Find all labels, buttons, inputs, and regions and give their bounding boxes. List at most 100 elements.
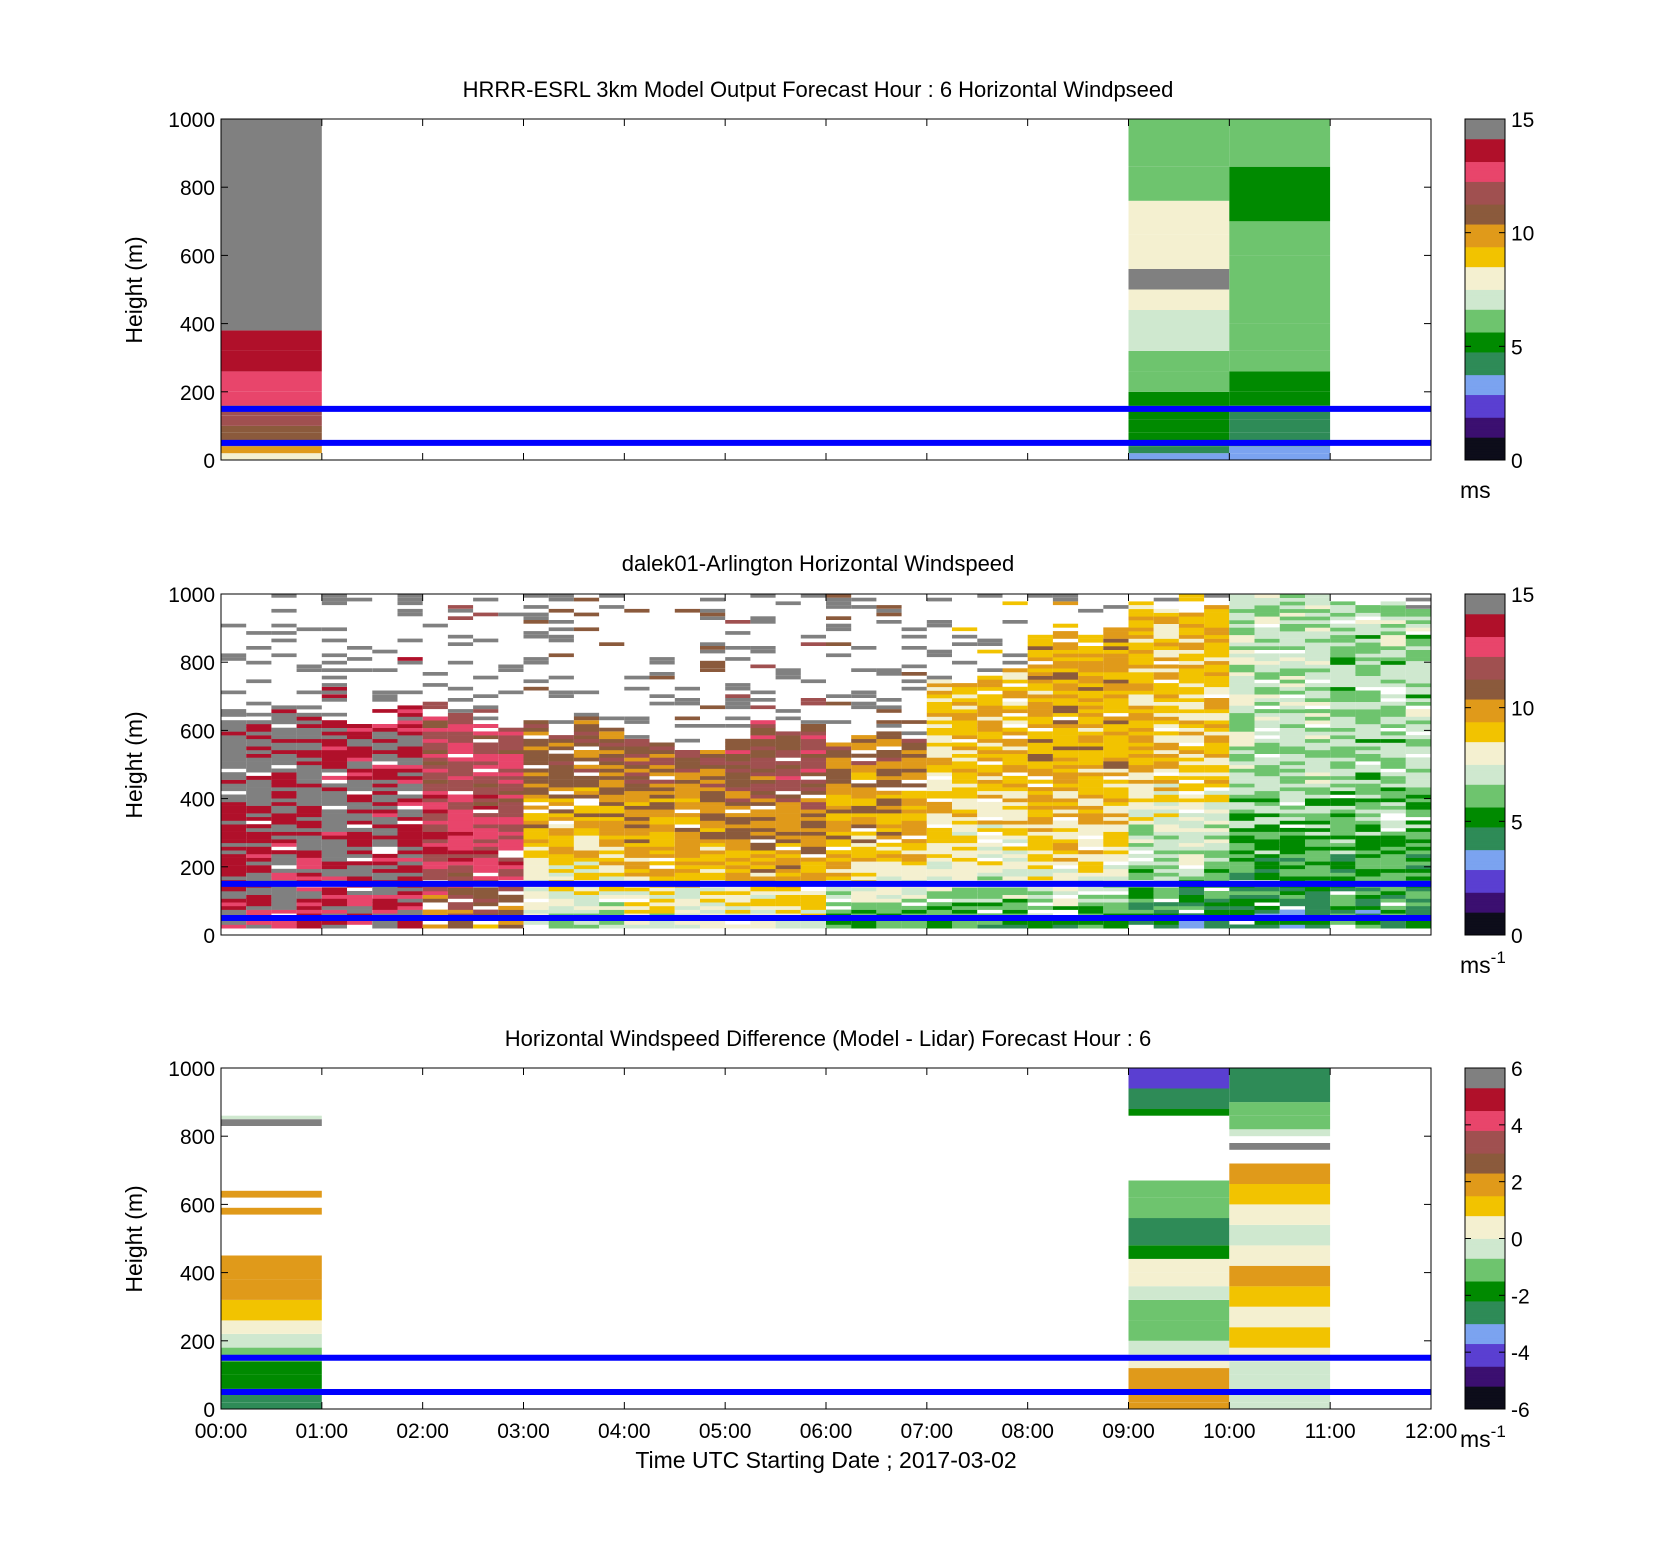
heatmap-cell <box>1305 850 1331 855</box>
xtick-label: 01:00 <box>296 1420 349 1443</box>
heatmap-cell <box>347 750 373 754</box>
heatmap-cell <box>876 924 902 929</box>
heatmap-cell <box>1078 720 1104 725</box>
heatmap-cell <box>548 783 574 788</box>
heatmap-cell <box>1103 716 1129 721</box>
heatmap-cell <box>1254 694 1280 699</box>
colorbar-segment <box>1465 787 1505 791</box>
heatmap-cell <box>1153 683 1179 688</box>
heatmap-cell <box>523 779 549 784</box>
colorbar-segment <box>1465 855 1505 859</box>
heatmap-cell <box>422 727 448 732</box>
heatmap-cell <box>977 753 1003 758</box>
heatmap-cell <box>750 664 776 669</box>
heatmap-cell <box>1052 672 1079 676</box>
heatmap-cell <box>1128 809 1154 814</box>
heatmap-cell <box>1405 772 1431 777</box>
heatmap-cell <box>271 876 297 881</box>
heatmap-cell <box>649 660 675 665</box>
colorbar-segment <box>1465 824 1505 828</box>
heatmap-cell <box>397 727 423 732</box>
heatmap-cell <box>1178 805 1205 810</box>
heatmap-cell <box>649 768 675 773</box>
heatmap-cell <box>397 827 423 832</box>
heatmap-cell <box>1128 790 1154 795</box>
heatmap-cell <box>926 683 952 688</box>
heatmap-cell <box>548 857 574 862</box>
heatmap-cell <box>725 790 751 795</box>
heatmap-cell <box>321 724 347 728</box>
heatmap-cell <box>1002 857 1028 862</box>
heatmap-cell <box>221 905 247 910</box>
heatmap-cell <box>1330 887 1356 892</box>
heatmap-cell <box>1204 594 1230 598</box>
heatmap-cell <box>750 846 776 851</box>
heatmap-cell <box>1153 865 1179 870</box>
heatmap-cell <box>1254 716 1280 721</box>
heatmap-cell <box>1027 816 1053 821</box>
heatmap-cell <box>750 891 776 895</box>
heatmap-cell <box>750 809 776 814</box>
heatmap-cell <box>649 868 675 873</box>
heatmap-cell <box>523 820 549 825</box>
heatmap-cell <box>851 853 877 858</box>
heatmap-cell <box>952 724 978 728</box>
heatmap-cell <box>952 857 978 862</box>
heatmap-cell <box>1002 727 1028 732</box>
heatmap-cell <box>1128 310 1230 331</box>
colorbar-segment <box>1465 377 1505 381</box>
heatmap-cell <box>1178 887 1205 892</box>
heatmap-cell <box>1027 857 1053 862</box>
heatmap-cell <box>221 853 247 858</box>
heatmap-cell <box>498 898 524 903</box>
heatmap-cell <box>624 861 650 866</box>
heatmap-cell <box>1330 627 1356 632</box>
heatmap-cell <box>1279 902 1305 907</box>
heatmap-cell <box>624 827 650 832</box>
colorbar-segment <box>1465 770 1505 774</box>
heatmap-cell <box>422 868 448 873</box>
heatmap-cell <box>1330 664 1356 669</box>
heatmap-cell <box>523 835 549 840</box>
colorbar-segment <box>1465 1201 1505 1205</box>
heatmap-cell <box>1078 657 1104 662</box>
colorbar-segment <box>1465 1352 1505 1356</box>
heatmap-cell <box>800 701 826 706</box>
heatmap-cell <box>573 824 600 829</box>
heatmap-cell <box>1405 649 1431 654</box>
heatmap-cell <box>372 790 398 795</box>
heatmap-cell <box>523 868 549 873</box>
heatmap-cell <box>221 805 247 810</box>
heatmap-cell <box>1330 608 1356 613</box>
heatmap-cell <box>548 798 574 803</box>
heatmap-cell <box>523 746 549 751</box>
heatmap-cell <box>1330 779 1356 784</box>
heatmap-cell <box>523 657 549 661</box>
heatmap-cell <box>1330 601 1356 606</box>
heatmap-cell <box>523 616 549 620</box>
heatmap-cell <box>700 597 726 602</box>
colorbar-segment <box>1465 1195 1505 1200</box>
heatmap-cell <box>498 783 524 788</box>
heatmap-cell <box>1405 701 1431 706</box>
heatmap-cell <box>1002 686 1028 691</box>
heatmap-cell <box>1052 891 1079 895</box>
colorbar-segment <box>1465 1374 1505 1379</box>
heatmap-cell <box>347 768 373 773</box>
heatmap-cell <box>952 727 978 732</box>
heatmap-cell <box>246 735 272 740</box>
heatmap-cell <box>422 824 448 829</box>
heatmap-cell <box>422 891 448 895</box>
heatmap-cell <box>750 920 776 925</box>
heatmap-cell <box>851 735 877 740</box>
heatmap-cell <box>1002 868 1028 873</box>
heatmap-cell <box>851 761 877 766</box>
heatmap-cell <box>523 772 549 777</box>
heatmap-cell <box>674 753 700 758</box>
heatmap-cell <box>624 905 650 910</box>
heatmap-cell <box>221 371 322 392</box>
heatmap-cell <box>674 846 700 851</box>
heatmap-cell <box>573 764 600 769</box>
heatmap-cell <box>397 724 423 728</box>
heatmap-cell <box>422 857 448 862</box>
